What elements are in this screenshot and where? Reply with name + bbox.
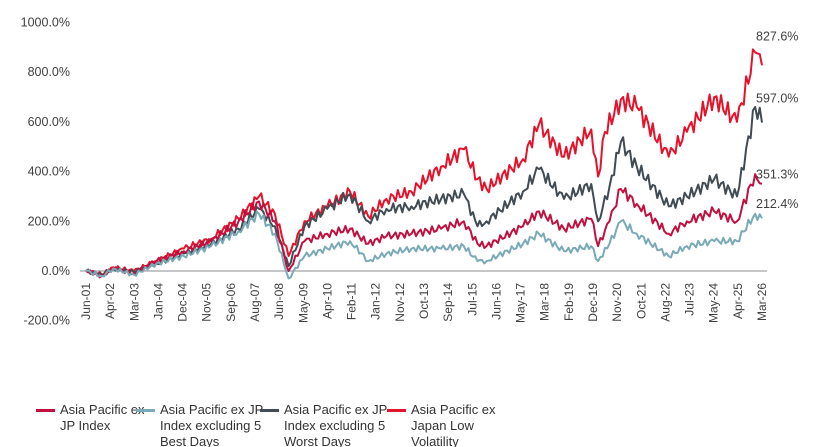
x-tick-label: Dec-04 bbox=[176, 283, 190, 322]
x-tick-label: Aug-22 bbox=[658, 283, 672, 322]
x-tick-label: Feb-19 bbox=[562, 283, 576, 321]
x-tick-label: Mar-18 bbox=[538, 283, 552, 321]
legend-swatch bbox=[136, 409, 155, 412]
legend-item-low-volatility: Asia Pacific ex Japan Low Volatility bbox=[387, 402, 512, 447]
legend-swatch bbox=[387, 409, 406, 412]
x-tick-label: Feb-11 bbox=[345, 283, 359, 320]
y-tick-label: 1000.0% bbox=[21, 16, 70, 30]
x-tick-label: Nov-05 bbox=[200, 283, 214, 322]
legend-label: Asia Pacific ex JP Index bbox=[60, 402, 145, 433]
legend-swatch bbox=[260, 409, 279, 412]
x-tick-label: Jul-23 bbox=[683, 283, 697, 316]
legend-swatch bbox=[36, 409, 55, 412]
legend-label: Asia Pacific ex JP Index excluding 5 Wor… bbox=[284, 402, 388, 447]
y-tick-label: 200.0% bbox=[28, 214, 70, 228]
x-tick-label: May-24 bbox=[707, 283, 721, 323]
x-tick-label: Jan-12 bbox=[369, 283, 383, 320]
x-tick-label: Mar-26 bbox=[755, 283, 769, 321]
legend-label: Asia Pacific ex Japan Low Volatility bbox=[411, 402, 496, 447]
x-tick-label: Jun-16 bbox=[489, 283, 503, 320]
legend-item-index: Asia Pacific ex JP Index bbox=[36, 402, 146, 434]
x-tick-label: Oct-13 bbox=[417, 283, 431, 319]
x-tick-label: Apr-10 bbox=[320, 283, 334, 319]
y-tick-label: 800.0% bbox=[28, 65, 70, 79]
x-tick-label: Jun-01 bbox=[79, 283, 93, 320]
x-tick-label: Jan-04 bbox=[151, 283, 165, 320]
x-tick-label: Jun-08 bbox=[272, 283, 286, 320]
x-tick-label: Nov-20 bbox=[610, 283, 624, 322]
x-tick-label: Sep-06 bbox=[224, 283, 238, 322]
legend-item-worst-days: Asia Pacific ex JP Index excluding 5 Wor… bbox=[260, 402, 395, 447]
x-tick-label: Nov-12 bbox=[393, 283, 407, 322]
y-tick-label: -200.0% bbox=[23, 314, 70, 328]
series-line bbox=[85, 173, 763, 279]
line-chart: -200.0% 0.0% 200.0% 400.0% 600.0% 800.0% 1000.… bbox=[21, 16, 799, 328]
end-value-label: 351.3% bbox=[756, 168, 798, 182]
series-line bbox=[85, 210, 763, 280]
x-tick-label: May-09 bbox=[296, 283, 310, 323]
end-value-label: 597.0% bbox=[756, 92, 798, 106]
legend-item-best-days: Asia Pacific ex JP Index excluding 5 Bes… bbox=[136, 402, 266, 447]
x-tick-label: Mar-03 bbox=[127, 283, 141, 321]
legend-label: Asia Pacific ex JP Index excluding 5 Bes… bbox=[160, 402, 264, 447]
x-tick-label: Sep-14 bbox=[441, 283, 455, 322]
x-tick-label: Jul-15 bbox=[465, 283, 479, 316]
x-tick-label: Apr-02 bbox=[103, 283, 117, 319]
y-tick-label: 400.0% bbox=[28, 165, 70, 179]
y-tick-label: 0.0% bbox=[42, 264, 71, 278]
legend: Asia Pacific ex JP Index Asia Pacific ex… bbox=[0, 402, 820, 447]
x-tick-label: Aug-07 bbox=[248, 283, 262, 322]
series-line bbox=[85, 48, 763, 277]
end-value-label: 827.6% bbox=[756, 29, 798, 43]
x-tick-label: Dec-19 bbox=[586, 283, 600, 322]
x-tick-label: May-17 bbox=[514, 283, 528, 323]
y-tick-label: 600.0% bbox=[28, 115, 70, 129]
end-value-label: 212.4% bbox=[756, 197, 798, 211]
x-tick-label: Apr-25 bbox=[731, 283, 745, 319]
x-tick-label: Oct-21 bbox=[634, 283, 648, 319]
